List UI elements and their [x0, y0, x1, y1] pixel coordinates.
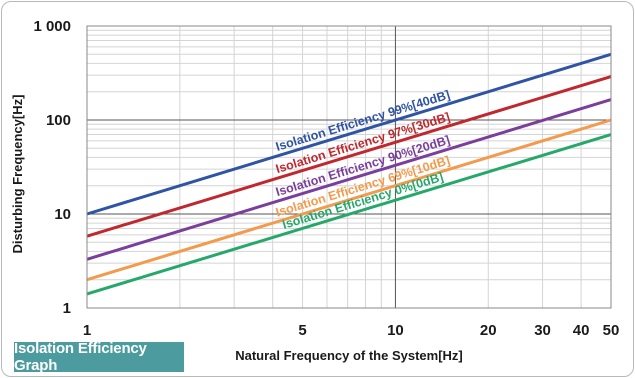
series-line-4 [86, 133, 612, 296]
x-tick-label: 30 [534, 322, 551, 339]
series-labels: Isolation Efficiency 99%[40dB]Isolation … [274, 88, 452, 232]
x-tick-labels: 1 5 10 20 30 40 50 [83, 322, 620, 339]
x-tick-label: 1 [83, 322, 91, 339]
x-axis-title: Natural Frequency of the System[Hz] [235, 348, 463, 363]
x-tick-label: 5 [298, 322, 306, 339]
y-tick-label: 100 [46, 112, 71, 129]
x-tick-label: 40 [573, 322, 590, 339]
y-tick-label: 1 [63, 300, 71, 317]
x-tick-label: 50 [603, 322, 620, 339]
series-line-3 [86, 118, 612, 282]
series-line-0 [86, 52, 612, 216]
x-tick-label: 20 [480, 322, 497, 339]
graph-title-badge: Isolation Efficiency Graph [14, 340, 184, 374]
plot-border [86, 25, 612, 309]
series-line-2 [86, 98, 612, 261]
series-line-1 [86, 75, 612, 238]
y-axis-title: Disturbing Frequency[Hz] [10, 95, 25, 254]
series-lines [86, 52, 612, 296]
y-tick-label: 1 000 [33, 18, 71, 35]
x-tick-label: 10 [387, 322, 404, 339]
y-tick-label: 10 [54, 206, 71, 223]
y-tick-labels: 1 10 100 1 000 [33, 18, 71, 317]
